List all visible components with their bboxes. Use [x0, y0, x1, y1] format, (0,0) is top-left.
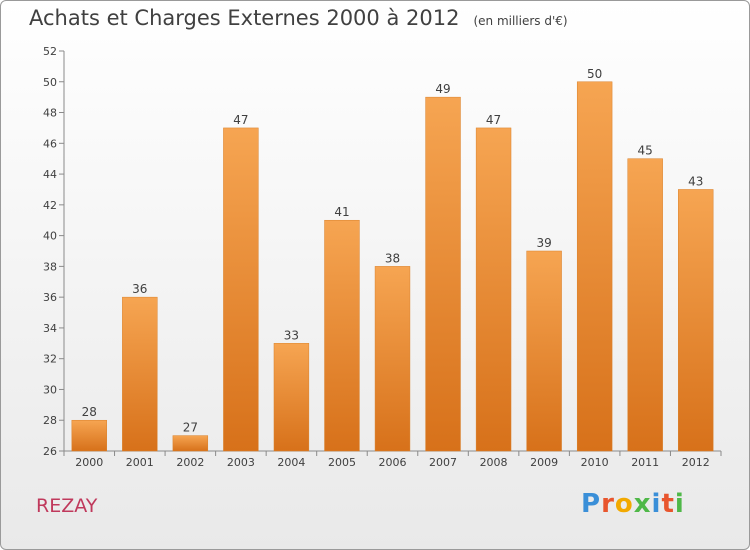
- data-label-2009: 39: [536, 236, 551, 250]
- x-tick-label: 2005: [328, 456, 356, 469]
- data-label-2003: 47: [233, 113, 248, 127]
- logo-letter: t: [661, 489, 675, 519]
- bar-2000: [71, 419, 107, 452]
- bar-2008: [475, 127, 512, 452]
- data-label-2002: 27: [183, 421, 198, 435]
- bar-2001: [122, 296, 158, 452]
- x-tick-label: 2008: [480, 456, 508, 469]
- y-tick-label: 26: [43, 445, 57, 458]
- y-tick-label: 48: [43, 107, 57, 120]
- x-tick-label: 2000: [75, 456, 103, 469]
- data-label-2012: 43: [688, 174, 703, 188]
- logo-letter: r: [601, 489, 615, 519]
- y-tick-label: 46: [43, 137, 57, 150]
- bar-2006: [374, 266, 411, 452]
- logo-letter: i: [651, 489, 662, 519]
- chart-title-text: Achats et Charges Externes 2000 à 2012: [29, 6, 460, 30]
- y-tick-label: 32: [43, 353, 57, 366]
- data-label-2001: 36: [132, 282, 147, 296]
- bar-2003: [223, 127, 259, 452]
- logo-letter: x: [633, 489, 652, 519]
- bar-2010: [576, 81, 613, 452]
- x-tick-label: 2007: [429, 456, 457, 469]
- y-tick-label: 34: [43, 322, 57, 335]
- data-label-2010: 50: [587, 67, 602, 81]
- y-tick-label: 40: [43, 230, 57, 243]
- x-tick-label: 2003: [227, 456, 255, 469]
- x-tick-label: 2010: [581, 456, 609, 469]
- data-label-2007: 49: [435, 82, 450, 96]
- chart-bars: 28 36 27 47 33 41 38 49 47 39 50 45 43: [71, 67, 714, 452]
- bar-2009: [526, 250, 562, 452]
- y-tick-label: 36: [43, 291, 57, 304]
- commune-name: REZAY: [36, 495, 98, 517]
- data-label-2008: 47: [486, 113, 501, 127]
- x-tick-label: 2001: [126, 456, 154, 469]
- bar-2011: [627, 158, 663, 452]
- logo-letter: i: [674, 489, 685, 519]
- y-tick-label: 52: [43, 45, 57, 58]
- y-tick-label: 44: [43, 168, 57, 181]
- bar-2007: [425, 96, 461, 452]
- data-label-2005: 41: [334, 205, 349, 219]
- chart-subtitle: (en milliers d'€): [473, 14, 568, 28]
- data-label-2004: 33: [284, 328, 299, 342]
- y-tick-label: 30: [43, 383, 57, 396]
- y-tick-label: 50: [43, 76, 57, 89]
- y-tick-label: 28: [43, 414, 57, 427]
- chart-title: Achats et Charges Externes 2000 à 2012 (e…: [29, 6, 568, 30]
- x-tick-label: 2009: [530, 456, 558, 469]
- proxiti-logo[interactable]: Proxiti: [581, 489, 685, 519]
- data-label-2006: 38: [385, 251, 400, 265]
- bar-2004: [273, 343, 310, 452]
- data-label-2000: 28: [82, 405, 97, 419]
- x-tick-label: 2004: [277, 456, 305, 469]
- chart-axes: 26 28 30 32 34 36 38 40 42 44 46 48 50 52 2000 2001 2002…: [43, 45, 722, 469]
- bar-2002: [172, 435, 209, 452]
- data-label-2011: 45: [638, 144, 653, 158]
- bar-2012: [678, 189, 714, 452]
- x-tick-label: 2012: [682, 456, 710, 469]
- bar-2005: [324, 219, 360, 452]
- logo-letter: o: [614, 489, 634, 519]
- y-tick-label: 42: [43, 199, 57, 212]
- x-tick-label: 2006: [379, 456, 407, 469]
- x-tick-label: 2011: [631, 456, 659, 469]
- logo-letter: P: [581, 489, 602, 519]
- y-tick-label: 38: [43, 260, 57, 273]
- x-tick-label: 2002: [176, 456, 204, 469]
